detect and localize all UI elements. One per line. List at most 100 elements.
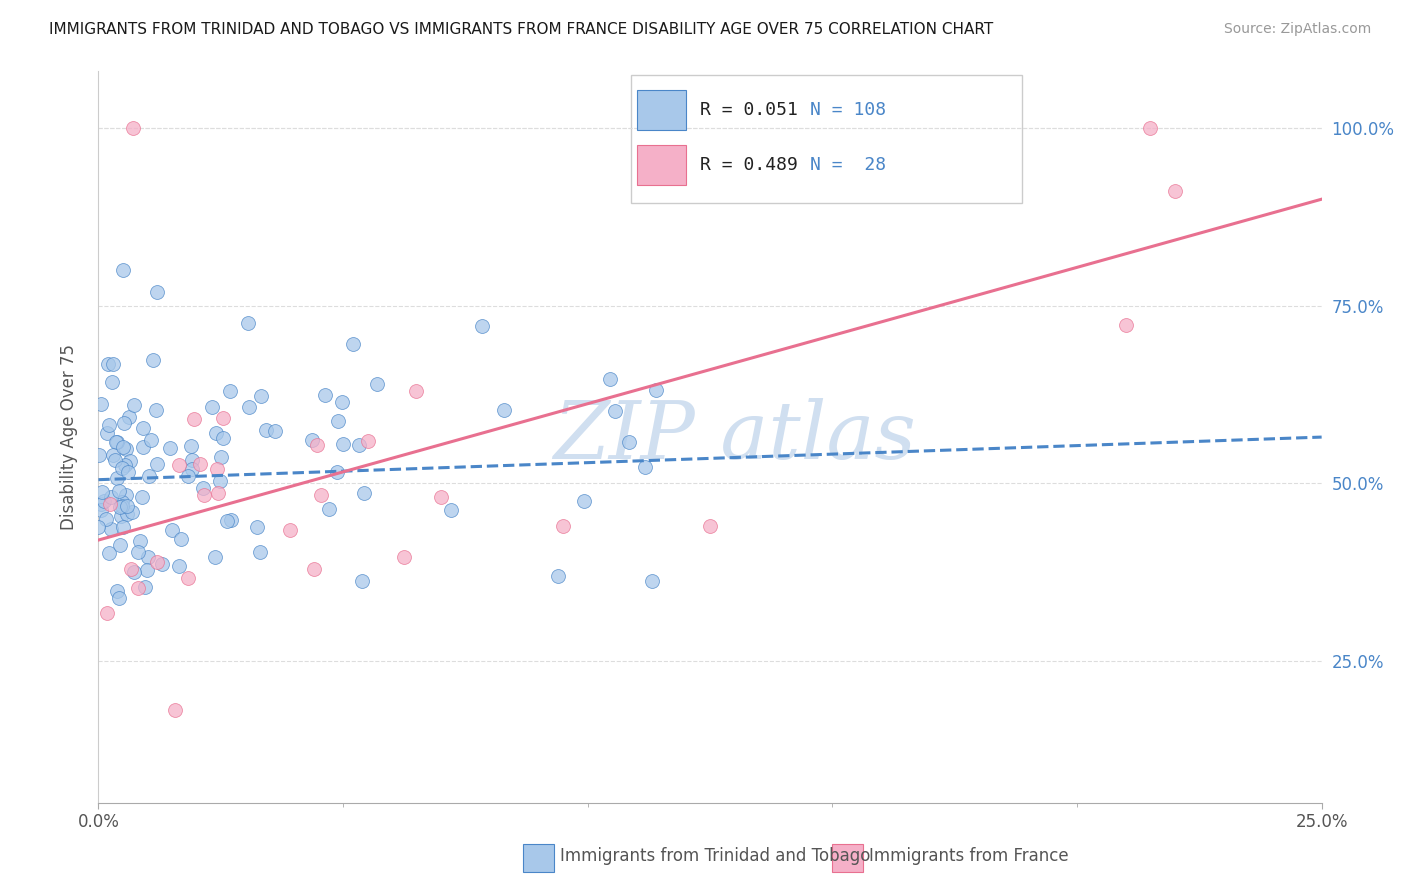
Point: [1139, 121, 1161, 136]
Point: [90, 503, 112, 517]
Point: [238, 400, 260, 414]
Point: [553, 519, 575, 533]
Point: [471, 318, 494, 333]
Point: [118, 454, 141, 468]
Point: [353, 486, 375, 500]
Text: Source: ZipAtlas.com: Source: ZipAtlas.com: [1223, 22, 1371, 37]
Point: [121, 505, 143, 519]
Point: [97, 357, 120, 371]
Point: [117, 499, 139, 513]
Point: [114, 458, 136, 472]
Point: [574, 494, 596, 508]
Point: [131, 490, 153, 504]
Point: [309, 488, 332, 502]
Point: [100, 376, 122, 390]
Point: [105, 583, 128, 598]
Point: [120, 562, 142, 576]
Point: [146, 285, 169, 299]
Point: [112, 440, 135, 454]
Point: [183, 412, 205, 426]
Point: [254, 423, 277, 437]
Point: [108, 538, 131, 552]
Point: [342, 337, 364, 351]
Point: [167, 458, 190, 472]
Point: [249, 545, 271, 559]
Text: ZIP atlas: ZIP atlas: [553, 399, 915, 475]
Point: [150, 557, 173, 571]
Point: [101, 357, 124, 371]
Point: [104, 453, 127, 467]
Text: Immigrants from France: Immigrants from France: [869, 847, 1069, 865]
Point: [188, 457, 211, 471]
Point: [141, 434, 163, 448]
Point: [392, 550, 415, 565]
Point: [93, 494, 115, 508]
Point: [304, 562, 326, 576]
Point: [124, 398, 146, 412]
Point: [207, 486, 229, 500]
Point: [405, 384, 427, 398]
Point: [264, 424, 287, 438]
Point: [177, 469, 200, 483]
Point: [330, 395, 353, 409]
Point: [326, 465, 349, 479]
Point: [347, 438, 370, 452]
Point: [114, 442, 136, 456]
Point: [212, 431, 235, 445]
Point: [205, 462, 228, 476]
Point: [87, 520, 110, 534]
Point: [180, 439, 202, 453]
FancyBboxPatch shape: [637, 89, 686, 130]
Point: [98, 497, 121, 511]
Point: [105, 435, 128, 450]
Point: [111, 495, 134, 509]
Point: [100, 522, 122, 536]
Point: [212, 410, 235, 425]
Point: [96, 606, 118, 620]
Point: [1115, 318, 1137, 332]
Point: [301, 434, 323, 448]
Text: R = 0.489: R = 0.489: [700, 155, 799, 174]
Text: R = 0.051: R = 0.051: [700, 101, 799, 119]
Point: [350, 574, 373, 589]
Point: [134, 580, 156, 594]
Point: [105, 471, 128, 485]
Point: [110, 509, 132, 524]
Text: IMMIGRANTS FROM TRINIDAD AND TOBAGO VS IMMIGRANTS FROM FRANCE DISABILITY AGE OVE: IMMIGRANTS FROM TRINIDAD AND TOBAGO VS I…: [49, 22, 994, 37]
Point: [96, 512, 118, 526]
Point: [108, 500, 131, 515]
Point: [132, 440, 155, 454]
Point: [547, 569, 569, 583]
Point: [91, 485, 114, 500]
Point: [111, 500, 134, 514]
Point: [193, 488, 215, 502]
Point: [204, 425, 226, 440]
Point: [122, 565, 145, 579]
Point: [118, 410, 141, 425]
Point: [641, 574, 664, 589]
Point: [1164, 185, 1187, 199]
Point: [127, 545, 149, 559]
Point: [111, 263, 134, 277]
Point: [112, 416, 135, 430]
Point: [193, 481, 215, 495]
Point: [215, 514, 238, 528]
Point: [136, 550, 159, 565]
Point: [221, 513, 243, 527]
Point: [249, 389, 271, 403]
Point: [699, 519, 721, 533]
Point: [209, 475, 232, 489]
Point: [204, 549, 226, 564]
Point: [117, 465, 139, 479]
Text: N =  28: N = 28: [810, 155, 886, 174]
Point: [162, 524, 184, 538]
Point: [440, 503, 463, 517]
Point: [89, 448, 111, 462]
Point: [90, 397, 112, 411]
Point: [307, 438, 329, 452]
Point: [181, 453, 204, 467]
Point: [278, 523, 301, 537]
Point: [326, 414, 349, 428]
Point: [117, 508, 139, 522]
Text: Immigrants from Trinidad and Tobago: Immigrants from Trinidad and Tobago: [560, 847, 870, 865]
